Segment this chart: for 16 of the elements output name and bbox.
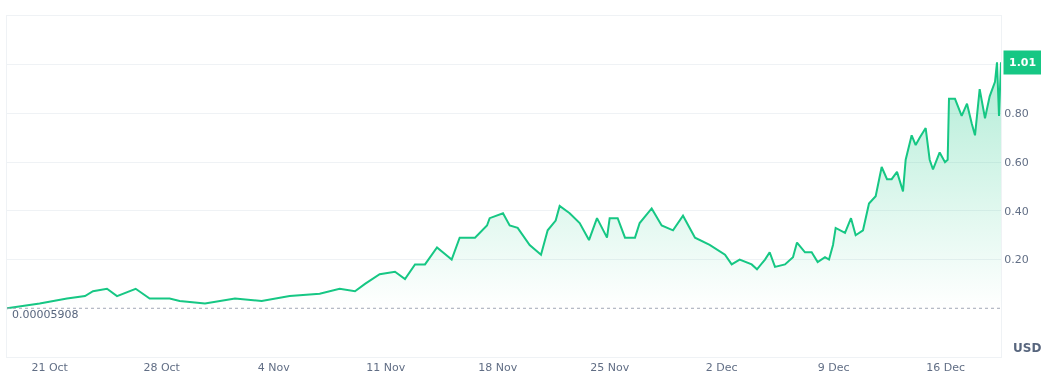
- y-tick-label: 0.60: [1004, 155, 1029, 169]
- annotation: 1.01: [1009, 56, 1037, 69]
- x-tick-label: 28 Oct: [143, 361, 181, 375]
- x-tick-label: 25 Nov: [590, 361, 630, 375]
- x-tick-label: 16 Dec: [926, 361, 966, 375]
- x-tick-label: 11 Nov: [366, 361, 406, 375]
- ref-line-label: 0.00005908: [12, 308, 79, 321]
- y-tick-label: 0.40: [1004, 204, 1029, 218]
- x-tick-label: 4 Nov: [257, 361, 291, 375]
- x-tick-label: 9 Dec: [817, 361, 850, 375]
- y-axis-title: USD: [1013, 341, 1041, 355]
- x-tick-label: 21 Oct: [31, 361, 69, 375]
- y-tick-label: 0.20: [1004, 253, 1029, 267]
- x-tick-label: 2 Dec: [705, 361, 738, 375]
- x-tick-label: 18 Nov: [478, 361, 518, 375]
- y-tick-label: 0.80: [1004, 107, 1029, 121]
